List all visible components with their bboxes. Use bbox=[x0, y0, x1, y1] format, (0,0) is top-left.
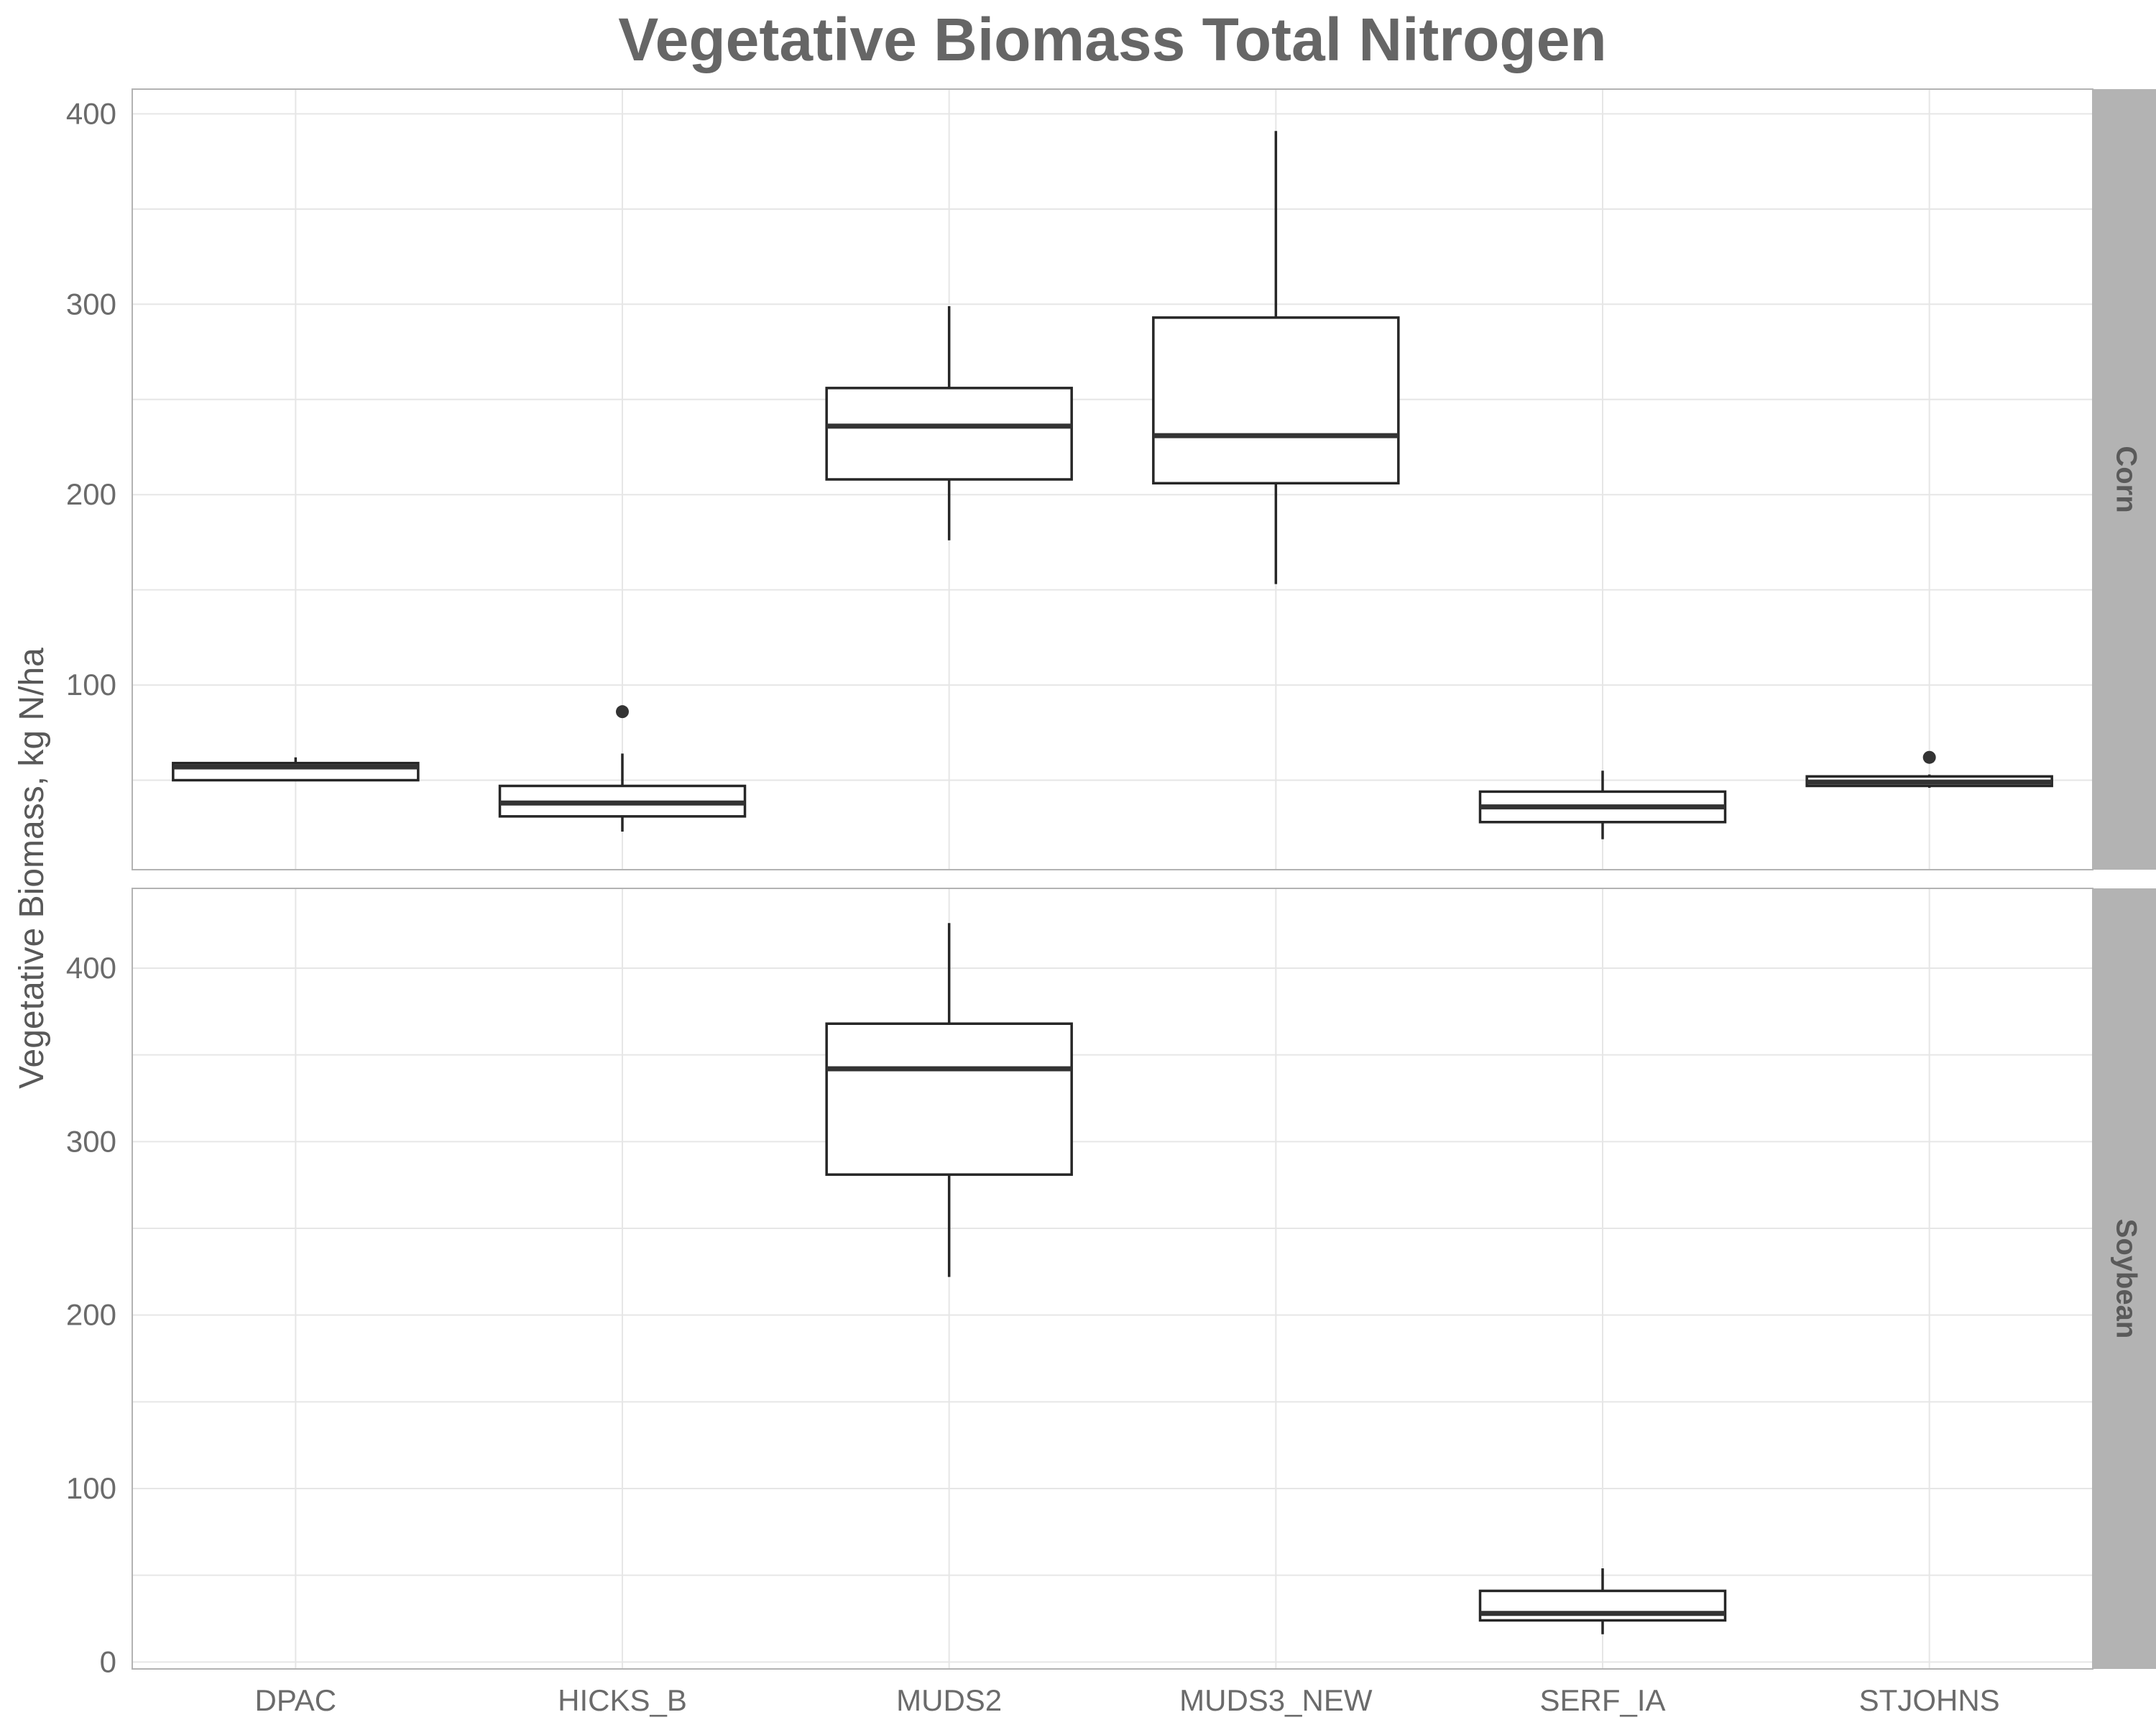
facet-strip-label: Corn bbox=[2110, 446, 2142, 512]
y-tick-label: 100 bbox=[66, 1471, 116, 1505]
x-tick-label: MUDS2 bbox=[896, 1683, 1002, 1717]
box-muds2 bbox=[825, 305, 1073, 540]
x-tick-label: MUDS3_NEW bbox=[1179, 1683, 1373, 1717]
box-hicks_b bbox=[498, 705, 747, 832]
outlier-point bbox=[616, 705, 629, 719]
facet-strip-label: Soybean bbox=[2110, 1219, 2142, 1339]
x-axis-ticks: DPAC HICKS_B MUDS2 MUDS3_NEW SERF_IA STJOHNS bbox=[255, 1683, 2000, 1717]
facet-strip bbox=[2093, 89, 2156, 870]
box-dpac bbox=[172, 757, 420, 782]
panel-border bbox=[132, 888, 2093, 1670]
x-tick-label: STJOHNS bbox=[1859, 1683, 2000, 1717]
panel-corn: 100 200 300 400 Corn bbox=[66, 88, 2156, 870]
y-tick-label: 300 bbox=[66, 1124, 116, 1158]
chart-title: Vegetative Biomass Total Nitrogen bbox=[618, 6, 1606, 73]
box-muds2 bbox=[825, 923, 1073, 1277]
box-serf_ia bbox=[1478, 1568, 1727, 1634]
y-tick-label: 0 bbox=[100, 1644, 116, 1678]
iqr-box bbox=[825, 387, 1073, 481]
y-tick-label: 200 bbox=[66, 477, 116, 511]
panel-soybean: 0 100 200 300 400 Soybean bbox=[66, 888, 2156, 1678]
y-tick-label: 100 bbox=[66, 668, 116, 702]
outlier-point bbox=[1922, 750, 1936, 764]
x-tick-label: SERF_IA bbox=[1539, 1683, 1665, 1717]
y-tick-label: 200 bbox=[66, 1298, 116, 1332]
y-axis-title: Vegetative Biomass, kg N/ha bbox=[13, 648, 51, 1089]
x-tick-label: HICKS_B bbox=[558, 1683, 687, 1717]
panel-border bbox=[132, 88, 2093, 870]
facet-strip bbox=[2093, 888, 2156, 1669]
box-muds3_new bbox=[1152, 131, 1400, 584]
facet-panels: 100 200 300 400 Corn 0 100 200 300 400 Soybean bbox=[66, 88, 2156, 1678]
x-tick-label: DPAC bbox=[255, 1683, 337, 1717]
iqr-box bbox=[825, 1022, 1073, 1176]
y-tick-label: 400 bbox=[66, 951, 116, 985]
y-tick-label: 300 bbox=[66, 287, 116, 321]
box-serf_ia bbox=[1478, 770, 1727, 840]
box-stjohns bbox=[1805, 750, 2053, 788]
iqr-box bbox=[1152, 316, 1400, 485]
y-tick-label: 400 bbox=[66, 96, 116, 130]
